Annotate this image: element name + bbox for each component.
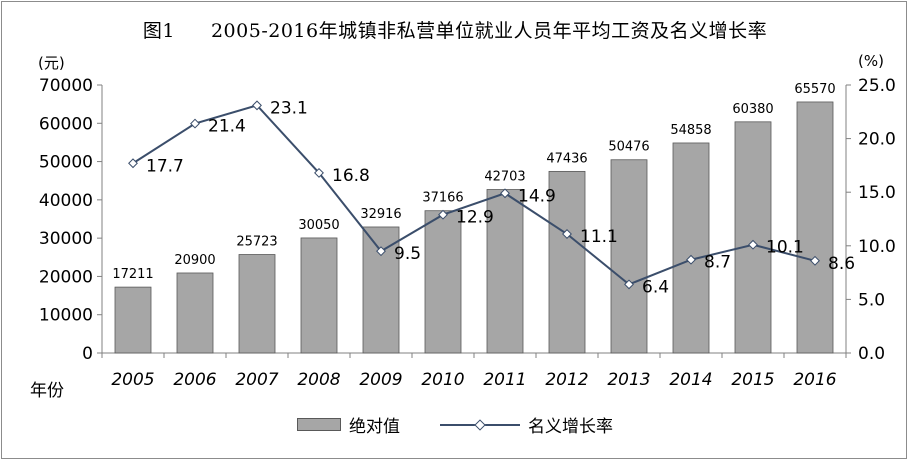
bar-value-label: 42703 [484,170,525,185]
bar-value-label: 32916 [360,207,401,222]
growth-rate-label: 16.8 [332,166,370,186]
legend-label-bar: 绝对值 [349,417,400,437]
legend-swatch-bar [297,418,341,431]
x-tick-label: 2010 [421,370,464,390]
left-tick-label: 40000 [39,191,93,211]
legend-item-bar: 绝对值 [297,412,400,437]
right-tick-label: 25.0 [858,76,896,96]
growth-rate-label: 14.9 [518,186,556,206]
left-tick-label: 10000 [39,306,93,326]
growth-rate-label: 8.7 [704,253,731,273]
right-tick-label: 5.0 [858,290,885,310]
bar [610,159,648,354]
growth-rate-label: 10.1 [766,238,804,258]
x-tick-label: 2013 [607,370,650,390]
legend-swatch-line [440,417,520,433]
growth-rate-point [500,188,510,199]
x-axis-label: 年份 [30,381,64,401]
left-tick-label: 70000 [39,76,93,96]
bar [672,142,710,354]
legend: 绝对值 名义增长率 [0,412,910,437]
bar [548,170,586,354]
x-tick-label: 2016 [793,370,836,390]
bar-value-label: 17211 [112,267,153,282]
right-tick-label: 0.0 [858,344,885,364]
bar [796,101,834,354]
title-text: 2005-2016年城镇非私营单位就业人员年平均工资及名义增长率 [210,20,768,42]
growth-rate-point [190,118,200,129]
x-tick-label: 2009 [359,370,402,390]
bar [734,121,772,354]
growth-rate-label: 21.4 [208,117,246,137]
x-tick-label: 2015 [731,370,774,390]
bar [300,237,338,354]
growth-rate-point [624,279,634,290]
x-tick-label: 2014 [669,370,712,390]
bar [176,272,214,354]
right-tick-label: 20.0 [858,130,896,150]
right-axis-unit: (%) [858,52,884,70]
bar [238,254,276,354]
bar-value-label: 65570 [794,82,835,97]
bar [486,189,524,354]
left-tick-label: 60000 [39,114,93,134]
growth-rate-point [128,158,138,169]
growth-rate-point [252,100,262,111]
left-tick-label: 0 [82,344,93,364]
x-tick-label: 2006 [173,370,216,390]
x-tick-label: 2011 [483,370,526,390]
growth-rate-label: 12.9 [456,208,494,228]
bar-value-label: 25723 [236,235,277,250]
left-tick-label: 50000 [39,153,93,173]
bar [114,286,152,354]
x-tick-label: 2008 [297,370,340,390]
bar-value-label: 30050 [298,218,339,233]
bar [424,210,462,354]
growth-rate-label: 6.4 [642,277,669,297]
growth-rate-point [686,254,696,265]
growth-rate-label: 17.7 [146,156,184,176]
growth-rate-label: 8.6 [828,254,855,274]
left-axis-unit: (元) [38,54,65,72]
growth-rate-label: 9.5 [394,244,421,264]
legend-label-line: 名义增长率 [528,417,613,437]
growth-rate-line [132,104,816,286]
growth-rate-point [314,167,324,178]
bar-value-label: 20900 [174,253,215,268]
chart-title: 图1 2005-2016年城镇非私营单位就业人员年平均工资及名义增长率 [0,16,910,43]
growth-rate-label: 11.1 [580,227,618,247]
x-tick-label: 2007 [235,370,278,390]
legend-item-line: 名义增长率 [440,412,613,437]
growth-rate-label: 23.1 [270,98,308,118]
x-tick-label: 2012 [545,370,588,390]
growth-rate-point [376,246,386,257]
bar-value-label: 60380 [732,102,773,117]
bar-value-label: 37166 [422,191,463,206]
left-tick-label: 30000 [39,229,93,249]
bar-value-label: 47436 [546,151,587,166]
right-tick-label: 15.0 [858,183,896,203]
figure-number: 图1 [142,20,175,42]
growth-rate-point [562,229,572,239]
bar-value-label: 54858 [670,123,711,138]
x-tick-label: 2005 [111,370,154,390]
left-tick-label: 20000 [39,267,93,287]
growth-rate-point [810,255,820,266]
growth-rate-point [748,239,758,250]
bar-value-label: 50476 [608,140,649,155]
right-tick-label: 10.0 [858,237,896,257]
growth-rate-point [438,209,448,220]
